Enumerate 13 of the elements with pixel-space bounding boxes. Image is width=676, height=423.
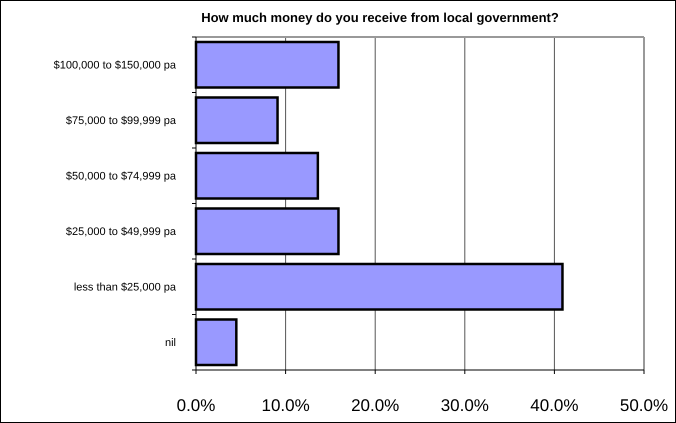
x-tick-label: 20.0% <box>351 396 400 415</box>
x-tick-label: 30.0% <box>440 396 489 415</box>
y-tick-label: $25,000 to $49,999 pa <box>66 226 177 238</box>
y-tick-label: $50,000 to $74,999 pa <box>66 170 177 183</box>
x-tick-label: 40.0% <box>530 396 578 415</box>
x-tick-label: 50.0% <box>620 396 668 415</box>
x-tick-label: 10.0% <box>262 396 310 415</box>
y-tick-label: $75,000 to $99,999 pa <box>66 115 177 128</box>
chart-title: How much money do you receive from local government? <box>201 10 559 25</box>
x-tick-label: 0.0% <box>176 396 216 415</box>
y-tick-label: nil <box>164 337 176 350</box>
y-tick-label: less than $25,000 pa <box>74 282 177 294</box>
y-tick-label: $100,000 to $150,000 pa <box>54 60 177 72</box>
